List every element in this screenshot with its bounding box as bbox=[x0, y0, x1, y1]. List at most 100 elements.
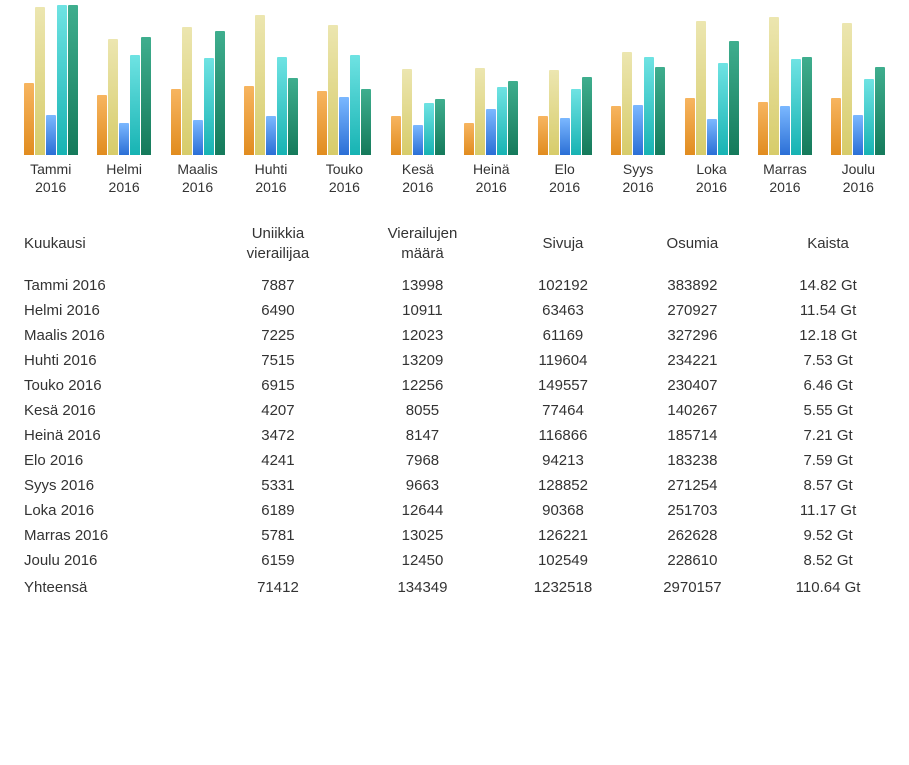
chart-month-label: Touko 2016 bbox=[326, 161, 363, 196]
chart-bar-set bbox=[97, 5, 151, 155]
table-cell: 102549 bbox=[498, 548, 627, 573]
chart-month-group: Elo 2016 bbox=[528, 5, 601, 196]
table-cell: 9.52 Gt bbox=[757, 523, 899, 548]
chart-bar-kaista bbox=[875, 67, 885, 155]
table-row: Tammi 201678871399810219238389214.82 Gt bbox=[10, 273, 899, 298]
table-cell: 90368 bbox=[498, 498, 627, 523]
chart-bar-uniikkia bbox=[685, 98, 695, 155]
table-cell: 327296 bbox=[628, 323, 757, 348]
table-cell: 126221 bbox=[498, 523, 627, 548]
table-header-cell: Kaista bbox=[757, 218, 899, 273]
chart-bar-sivuja bbox=[193, 120, 203, 155]
chart-bar-set bbox=[831, 5, 885, 155]
table-row: Maalis 20167225120236116932729612.18 Gt bbox=[10, 323, 899, 348]
chart-month-label: Huhti 2016 bbox=[255, 161, 288, 196]
chart-month-label: Elo 2016 bbox=[549, 161, 580, 196]
chart-bar-sivuja bbox=[486, 109, 496, 155]
chart-bar-vierailut bbox=[328, 25, 338, 155]
chart-month-label: Loka 2016 bbox=[696, 161, 727, 196]
chart-bar-set bbox=[611, 5, 665, 155]
chart-bar-uniikkia bbox=[758, 102, 768, 155]
chart-bar-sivuja bbox=[413, 125, 423, 155]
table-cell: 7968 bbox=[347, 448, 499, 473]
chart-bar-vierailut bbox=[622, 52, 632, 155]
table-cell: 7.21 Gt bbox=[757, 423, 899, 448]
monthly-bar-chart: Tammi 2016 Helmi 2016 Maalis 2016 Huhti 201… bbox=[10, 6, 899, 196]
chart-bar-set bbox=[758, 5, 812, 155]
chart-month-group: Tammi 2016 bbox=[14, 5, 87, 196]
chart-bar-kaista bbox=[435, 99, 445, 155]
table-cell: 12450 bbox=[347, 548, 499, 573]
chart-bar-kaista bbox=[215, 31, 225, 155]
chart-bar-osumia bbox=[204, 58, 214, 155]
table-cell: 8.52 Gt bbox=[757, 548, 899, 573]
chart-month-label: Marras 2016 bbox=[763, 161, 807, 196]
chart-month-group: Kesä 2016 bbox=[381, 5, 454, 196]
table-cell: 116866 bbox=[498, 423, 627, 448]
chart-bar-uniikkia bbox=[244, 86, 254, 155]
chart-bar-sivuja bbox=[707, 119, 717, 155]
table-cell: Kesä 2016 bbox=[10, 398, 209, 423]
table-cell: 6915 bbox=[209, 373, 346, 398]
chart-bar-kaista bbox=[582, 77, 592, 155]
table-cell: 7.59 Gt bbox=[757, 448, 899, 473]
table-cell: 14.82 Gt bbox=[757, 273, 899, 298]
table-cell: 271254 bbox=[628, 473, 757, 498]
chart-bar-uniikkia bbox=[831, 98, 841, 155]
table-cell: 10911 bbox=[347, 298, 499, 323]
table-cell: 5.55 Gt bbox=[757, 398, 899, 423]
chart-bar-sivuja bbox=[633, 105, 643, 155]
chart-month-group: Helmi 2016 bbox=[87, 5, 160, 196]
table-cell: 12644 bbox=[347, 498, 499, 523]
table-cell: Huhti 2016 bbox=[10, 348, 209, 373]
table-cell: 4241 bbox=[209, 448, 346, 473]
chart-month-group: Joulu 2016 bbox=[822, 5, 895, 196]
table-cell: 7887 bbox=[209, 273, 346, 298]
table-cell: Joulu 2016 bbox=[10, 548, 209, 573]
chart-bar-osumia bbox=[864, 79, 874, 155]
monthly-stats-table: KuukausiUniikkia vierailijaaVierailujen … bbox=[10, 218, 899, 600]
table-cell: 12023 bbox=[347, 323, 499, 348]
chart-bar-osumia bbox=[644, 57, 654, 155]
chart-bar-uniikkia bbox=[464, 123, 474, 155]
table-row: Marras 20165781130251262212626289.52 Gt bbox=[10, 523, 899, 548]
chart-month-label: Syys 2016 bbox=[623, 161, 654, 196]
chart-bar-osumia bbox=[718, 63, 728, 155]
chart-month-label: Helmi 2016 bbox=[106, 161, 142, 196]
chart-bar-osumia bbox=[571, 89, 581, 155]
table-cell: 71412 bbox=[209, 573, 346, 600]
table-row: Kesä 201642078055774641402675.55 Gt bbox=[10, 398, 899, 423]
chart-bar-sivuja bbox=[119, 123, 129, 155]
table-row: Joulu 20166159124501025492286108.52 Gt bbox=[10, 548, 899, 573]
table-cell: 94213 bbox=[498, 448, 627, 473]
table-cell: 134349 bbox=[347, 573, 499, 600]
table-cell: 12256 bbox=[347, 373, 499, 398]
chart-bar-vierailut bbox=[402, 69, 412, 155]
chart-bar-osumia bbox=[424, 103, 434, 155]
chart-bar-kaista bbox=[655, 67, 665, 155]
table-cell: 9663 bbox=[347, 473, 499, 498]
table-cell: 2970157 bbox=[628, 573, 757, 600]
chart-bar-set bbox=[464, 5, 518, 155]
chart-bar-osumia bbox=[791, 59, 801, 155]
table-row: Helmi 20166490109116346327092711.54 Gt bbox=[10, 298, 899, 323]
chart-bar-kaista bbox=[802, 57, 812, 155]
chart-bar-osumia bbox=[277, 57, 287, 155]
table-cell: Elo 2016 bbox=[10, 448, 209, 473]
table-header-cell: Vierailujen määrä bbox=[347, 218, 499, 273]
table-total-row: Yhteensä7141213434912325182970157110.64 … bbox=[10, 573, 899, 600]
table-cell: 77464 bbox=[498, 398, 627, 423]
chart-bar-sivuja bbox=[560, 118, 570, 155]
chart-bar-set bbox=[171, 5, 225, 155]
chart-month-label: Tammi 2016 bbox=[30, 161, 71, 196]
chart-bar-vierailut bbox=[769, 17, 779, 155]
table-header-cell: Kuukausi bbox=[10, 218, 209, 273]
chart-month-group: Loka 2016 bbox=[675, 5, 748, 196]
table-cell: 110.64 Gt bbox=[757, 573, 899, 600]
chart-month-group: Maalis 2016 bbox=[161, 5, 234, 196]
table-cell: Touko 2016 bbox=[10, 373, 209, 398]
chart-bar-vierailut bbox=[549, 70, 559, 155]
table-cell: 102192 bbox=[498, 273, 627, 298]
chart-bar-set bbox=[244, 5, 298, 155]
chart-bar-osumia bbox=[130, 55, 140, 155]
